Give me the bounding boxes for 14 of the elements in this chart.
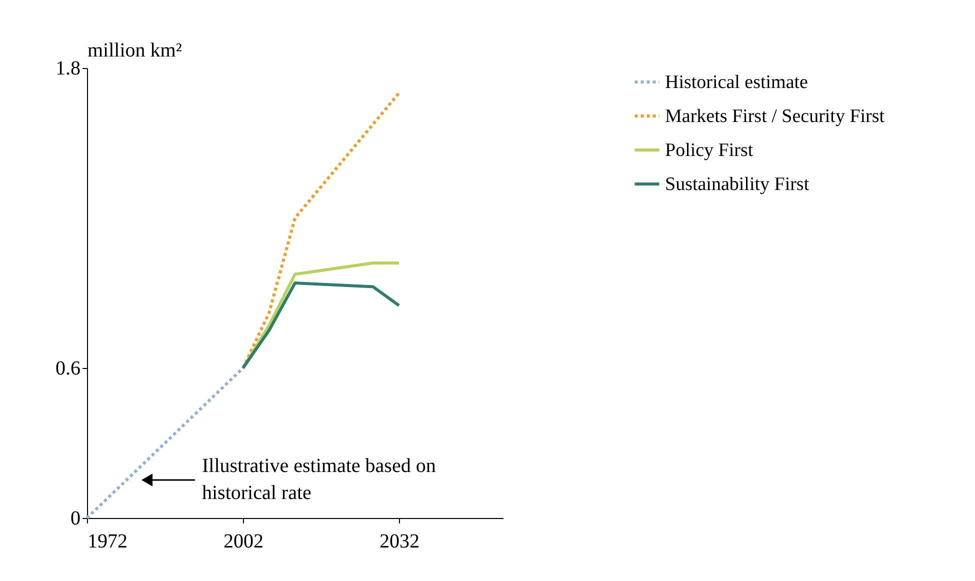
x-tick-label: 1972 bbox=[88, 530, 128, 552]
legend-label: Historical estimate bbox=[665, 72, 808, 93]
line-series bbox=[242, 92, 400, 370]
x-tick-label: 2032 bbox=[380, 530, 420, 552]
legend-label: Markets First / Security First bbox=[665, 106, 886, 127]
x-tick-label: 2002 bbox=[224, 530, 264, 552]
annotation: Illustrative estimate based on historical rate bbox=[202, 455, 436, 504]
legend-label: Policy First bbox=[665, 140, 754, 161]
legend-label: Sustainability First bbox=[665, 174, 810, 195]
y-tick-label: 1.8 bbox=[56, 58, 80, 80]
line-series bbox=[242, 282, 400, 370]
y-tick-label: 0 bbox=[70, 508, 80, 530]
y-tick-label: 0.6 bbox=[56, 358, 80, 380]
y-axis-title: million km² bbox=[88, 40, 182, 62]
